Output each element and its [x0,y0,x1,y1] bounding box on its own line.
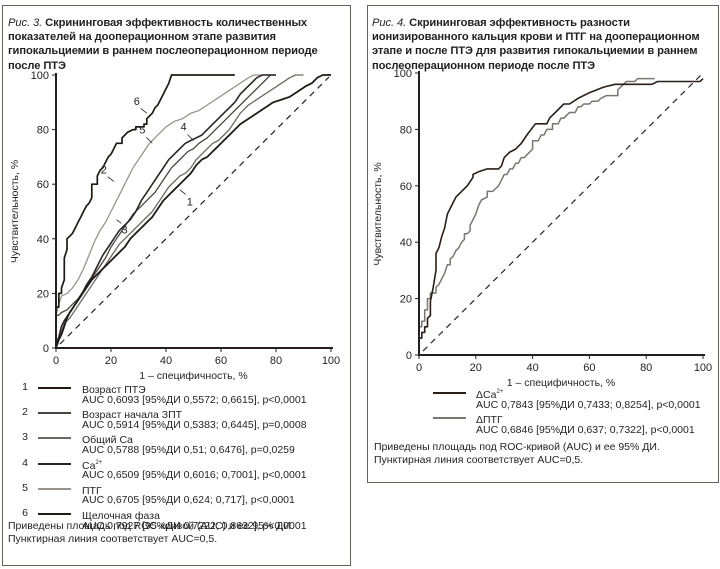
legend-item: 2 Возраст начала ЗПТ AUC 0,5914 [95%ДИ 0,5… [18,406,348,431]
figure-4-title: Рис. 4. Скрининговая эффективность разно… [372,16,717,73]
legend-number: 4 [22,456,28,469]
legend-auc-stat: AUC 0,6705 [95%ДИ 0,624; 0,717], p<0,000… [82,494,295,507]
legend-number: 5 [22,481,28,494]
legend-line-swatch [433,392,466,394]
legend-name: ΔПТГ [476,414,503,427]
legend-auc-stat: AUC 0,5788 [95%ДИ 0,51; 0,6476], p=0,025… [82,443,295,456]
legend-item: 5 ПТГ AUC 0,6705 [95%ДИ 0,624; 0,717], p<0… [18,482,348,507]
figure-4-note-line-2: Пунктирная линия соответствует AUC=0,5. [374,454,584,466]
legend-name: Возраст начала ЗПТ [82,409,183,422]
legend-auc-stat: AUC 0,6846 [95%ДИ 0,637; 0,7322], p<0,00… [476,423,695,436]
figure-4-note: Приведены площадь под ROC-кривой (AUC) и… [374,441,660,467]
legend-auc-stat: AUC 0,6093 [95%ДИ 0,5572; 0,6615], p<0,0… [82,393,307,406]
legend-line-swatch [38,412,71,415]
legend-name: Возраст ПТЭ [82,384,146,396]
legend-name: Общий Ca [82,434,133,447]
legend-name: Ca2+ [82,459,103,472]
legend-item: 1 Возраст ПТЭ AUC 0,6093 [95%ДИ 0,5572; 0,… [18,381,348,406]
legend-number: 2 [22,406,28,419]
legend-line-swatch [38,487,71,490]
legend-auc-stat: AUC 0,7843 [95%ДИ 0,7433; 0,8254], p<0,0… [476,398,701,411]
legend-number: 6 [22,506,28,519]
legend-name: ΔCa2+ [476,389,504,401]
figure-4-title-text: Скрининговая эффективность разности иони… [372,17,700,72]
legend-number: 3 [22,431,28,444]
figure-3-legend: 1 Возраст ПТЭ AUC 0,6093 [95%ДИ 0,5572; 0,… [18,381,348,532]
figure-4-note-line-1: Приведены площадь под ROC-кривой (AUC) и… [374,441,660,453]
legend-item: 6 Щелочная фаза AUC 0,7927 [95%ДИ 0,7222; … [18,507,348,532]
legend-line-swatch [38,512,71,515]
legend-item: 3 Общий Ca AUC 0,5788 [95%ДИ 0,51; 0,6476]… [18,431,348,456]
legend-item: 4 Ca2+ AUC 0,6509 [95%ДИ 0,6016; 0,7001], … [18,457,348,482]
figure-4-number: Рис. 4. [372,17,407,29]
legend-line-swatch [38,387,71,389]
legend-auc-stat: AUC 0,5914 [95%ДИ 0,5383; 0,6445], p=0,0… [82,418,307,431]
legend-auc-stat: AUC 0,7927 [95%ДИ 0,7222; 0,8632], p<0,0… [82,519,307,532]
legend-auc-stat: AUC 0,6509 [95%ДИ 0,6016; 0,7001], p<0,0… [82,469,307,482]
legend-item: ΔCa2+ AUC 0,7843 [95%ДИ 0,7433; 0,8254], … [433,386,713,411]
legend-number: 1 [22,381,28,393]
legend-name: Щелочная фаза [82,509,160,522]
figure-3-title: Рис. 3. Скрининговая эффективность колич… [8,16,348,73]
figure-3-note-line-2: Пунктирная линия соответствует AUC=0,5. [8,533,218,545]
figure-4-legend: ΔCa2+ AUC 0,7843 [95%ДИ 0,7433; 0,8254], … [433,386,713,436]
figure-3-number: Рис. 3. [8,17,43,29]
legend-line-swatch [38,462,71,465]
legend-line-swatch [38,437,71,440]
figure-3-note-line-1: Приведены площадь под ROC-кривой (AUC) и… [8,520,294,532]
legend-name: ПТГ [82,484,102,497]
legend-item: ΔПТГ AUC 0,6846 [95%ДИ 0,637; 0,7322], p<… [433,411,713,436]
legend-line-swatch [433,417,466,420]
figure-3-title-text: Скрининговая эффективность количественны… [8,17,318,72]
figure-3-note: Приведены площадь под ROC-кривой (AUC) и… [8,520,294,546]
